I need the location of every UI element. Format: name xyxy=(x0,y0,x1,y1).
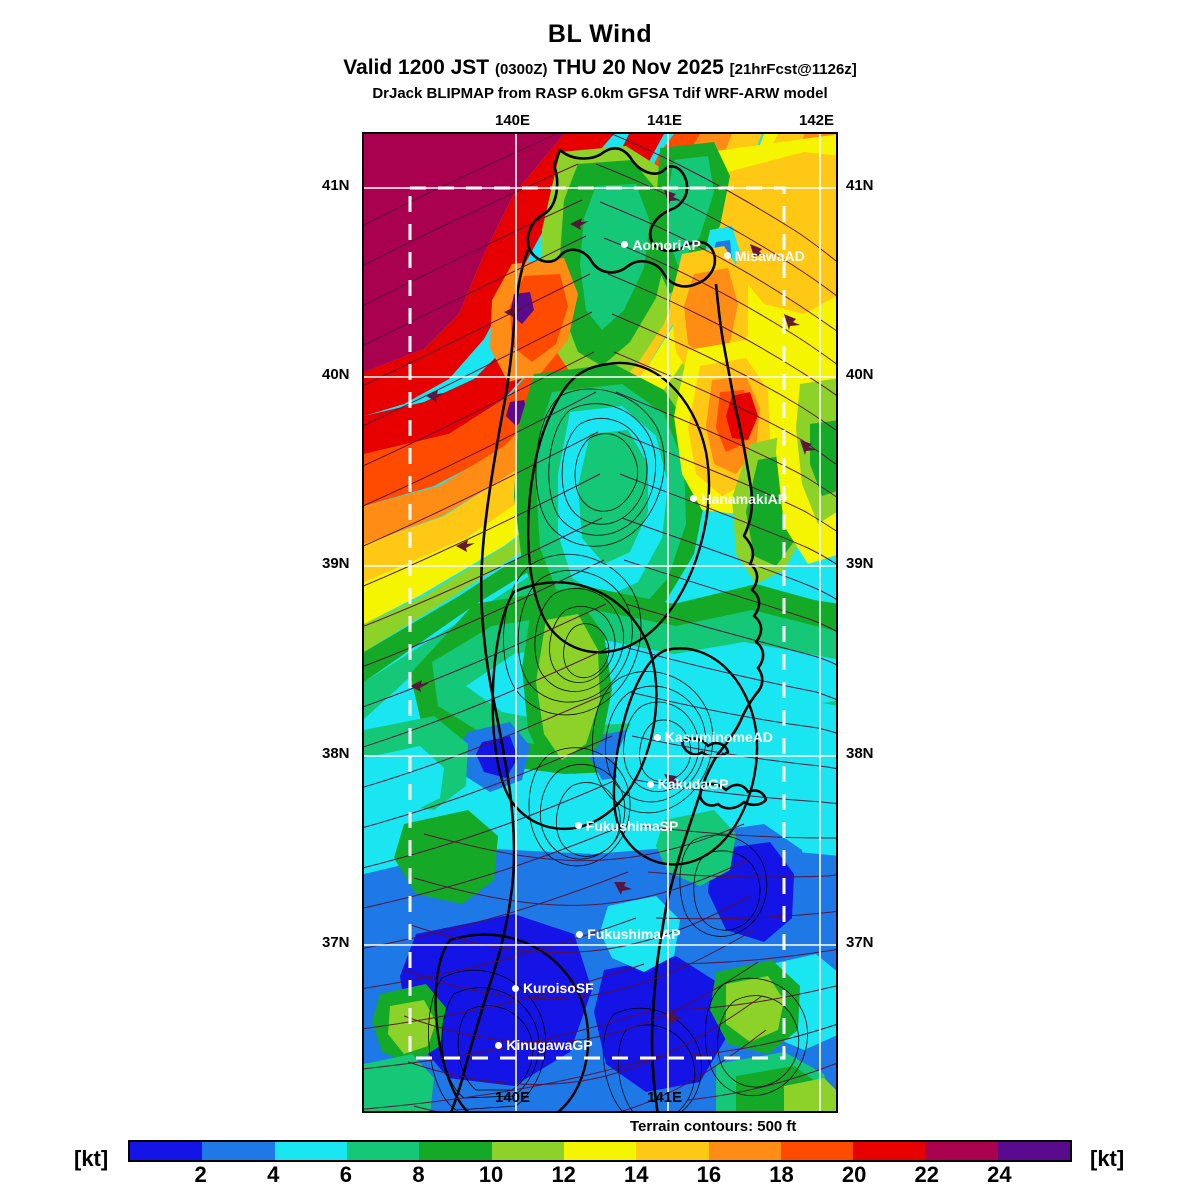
lat-label-right-38N: 38N xyxy=(846,745,874,762)
colorbar-tick-22: 22 xyxy=(914,1162,940,1187)
valid-prefix: Valid 1200 JST xyxy=(343,56,490,79)
station-label: KakudaGP xyxy=(657,776,729,793)
lon-label-top-140E: 140E xyxy=(495,112,531,129)
colorbar-swatch-0 xyxy=(130,1142,203,1160)
station-marker-fukushimasp[interactable]: FukushimaSP xyxy=(574,817,679,834)
station-marker-misawaad[interactable]: MisawaAD xyxy=(723,247,805,264)
colorbar-swatch-1 xyxy=(202,1142,275,1160)
colorbar-tick-6: 6 xyxy=(339,1162,352,1187)
lat-label-left-39N: 39N xyxy=(322,555,350,572)
model-line: DrJack BLIPMAP from RASP 6.0km GFSA Tdif… xyxy=(372,85,828,102)
station-dot-icon xyxy=(576,930,584,938)
colorbar-swatch-2 xyxy=(274,1142,347,1160)
colorbar-swatch-12 xyxy=(997,1142,1071,1160)
station-label: FukushimaSP xyxy=(585,817,679,834)
station-dot-icon xyxy=(653,733,661,741)
lat-label-left-38N: 38N xyxy=(322,745,350,762)
colorbar-swatch-3 xyxy=(346,1142,420,1160)
station-dot-icon xyxy=(646,780,654,788)
valid-date: THU 20 Nov 2025 xyxy=(553,56,724,79)
colorbar-tick-labels: 2 4 6 8 10 12 14 16 18 20 22 24 xyxy=(128,1164,1072,1192)
station-label: KinugawaGP xyxy=(506,1037,593,1054)
lon-label-bottom-141E: 141E xyxy=(647,1089,683,1106)
colorbar-tick-20: 20 xyxy=(841,1162,867,1187)
station-label: FukushimaAP xyxy=(587,926,681,943)
lat-label-left-40N: 40N xyxy=(322,366,350,383)
forecast-tag: [21hrFcst@1126z] xyxy=(729,61,857,78)
station-dot-icon xyxy=(511,984,519,992)
colorbar-tick-18: 18 xyxy=(769,1162,794,1187)
wind-speed-colorbar[interactable] xyxy=(128,1140,1072,1162)
station-label: AomoriAP xyxy=(632,236,701,253)
map-canvas xyxy=(364,134,836,1111)
colorbar-swatch-6 xyxy=(563,1142,637,1160)
title-block: BL Wind Valid 1200 JST (0300Z) THU 20 No… xyxy=(0,0,1200,102)
colorbar-tick-10: 10 xyxy=(478,1162,504,1187)
terrain-contour-note: Terrain contours: 500 ft xyxy=(630,1118,797,1135)
lon-label-bottom-140E: 140E xyxy=(495,1089,531,1106)
station-dot-icon xyxy=(495,1041,503,1049)
station-dot-icon xyxy=(574,822,582,830)
lat-label-left-37N: 37N xyxy=(322,934,350,951)
lat-label-right-37N: 37N xyxy=(846,934,874,951)
station-dot-icon xyxy=(621,241,629,249)
lat-label-right-40N: 40N xyxy=(846,366,874,383)
colorbar-swatch-4 xyxy=(419,1142,492,1160)
map-panel[interactable] xyxy=(362,132,838,1113)
colorbar-swatch-7 xyxy=(636,1142,709,1160)
lon-label-top-141E: 141E xyxy=(647,112,683,129)
colorbar-unit-left: [kt] xyxy=(74,1146,109,1171)
colorbar-swatch-5 xyxy=(491,1142,564,1160)
station-label: MisawaAD xyxy=(734,247,805,264)
wind-map[interactable] xyxy=(362,132,838,1113)
valid-utc: (0300Z) xyxy=(494,61,548,78)
colorbar-tick-14: 14 xyxy=(624,1162,649,1187)
page-title: BL Wind xyxy=(547,20,653,48)
station-dot-icon xyxy=(723,252,731,260)
colorbar-swatch-11 xyxy=(925,1142,998,1160)
station-marker-fukushimaap[interactable]: FukushimaAP xyxy=(576,926,681,943)
colorbar-swatch-8 xyxy=(708,1142,781,1160)
colorbar-tick-16: 16 xyxy=(696,1162,722,1187)
colorbar-unit-right: [kt] xyxy=(1090,1146,1125,1171)
station-marker-hanamakiap[interactable]: HanamakiAP xyxy=(690,492,787,506)
station-label: HanamakiAP xyxy=(701,490,788,507)
station-marker-kakudagp[interactable]: KakudaGP xyxy=(646,776,729,793)
colorbar-tick-24: 24 xyxy=(987,1162,1012,1187)
station-marker-kinugawagp[interactable]: KinugawaGP xyxy=(495,1037,593,1054)
lon-label-top-142E: 142E xyxy=(799,112,835,129)
station-dot-icon xyxy=(690,495,698,503)
station-label: KuroisoSF xyxy=(522,980,594,997)
station-layer: AomoriAP MisawaAD HanamakiAP KasuminomeAD Ka… xyxy=(362,132,838,1113)
station-marker-kasuminomead[interactable]: KasuminomeAD xyxy=(653,729,773,746)
colorbar-swatch-9 xyxy=(780,1142,854,1160)
lat-label-right-39N: 39N xyxy=(846,555,874,572)
station-marker-aomoriap[interactable]: AomoriAP xyxy=(621,236,701,253)
lat-label-left-41N: 41N xyxy=(322,177,350,194)
colorbar-tick-12: 12 xyxy=(551,1162,576,1187)
lat-label-right-41N: 41N xyxy=(846,177,874,194)
station-label: KasuminomeAD xyxy=(664,729,773,746)
colorbar-tick-2: 2 xyxy=(194,1162,207,1187)
colorbar-tick-8: 8 xyxy=(412,1162,425,1187)
colorbar-swatch-10 xyxy=(853,1142,926,1160)
valid-time-line: Valid 1200 JST (0300Z) THU 20 Nov 2025 [… xyxy=(0,57,1200,78)
colorbar-tick-4: 4 xyxy=(267,1162,280,1187)
station-marker-kuroisosf[interactable]: KuroisoSF xyxy=(511,980,594,997)
